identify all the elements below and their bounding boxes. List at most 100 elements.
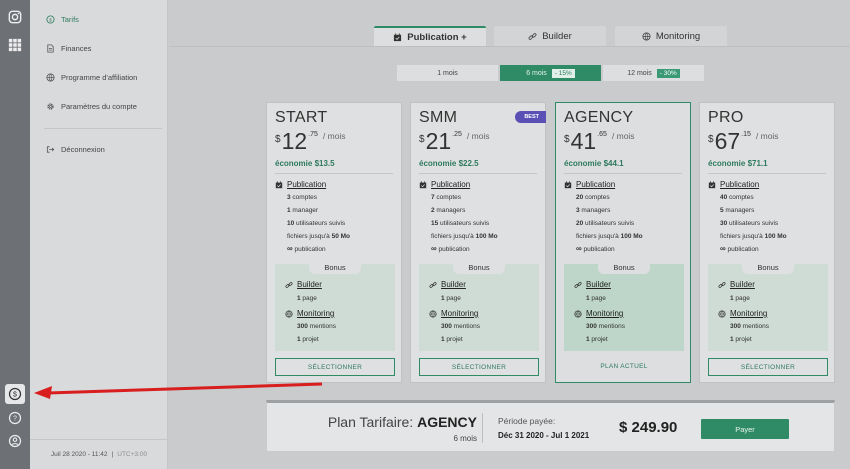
feature-text: publication xyxy=(292,246,326,253)
bonus-title: Bonus xyxy=(309,262,361,274)
period-label: 12 mois xyxy=(627,69,652,77)
globe-icon xyxy=(718,309,726,318)
tab-publication[interactable]: Publication + xyxy=(374,26,486,47)
feature-value: 1 xyxy=(441,295,445,302)
feature-value: 1 xyxy=(730,295,734,302)
feature-title: Publication xyxy=(576,180,616,189)
dollar-circle-icon[interactable]: $ xyxy=(5,384,25,404)
product-tabs: Publication + Builder Monitoring xyxy=(169,0,850,47)
calendar-icon xyxy=(394,33,402,42)
globe-icon xyxy=(285,309,293,318)
period-label: 6 mois xyxy=(526,69,547,77)
tab-builder[interactable]: Builder xyxy=(494,26,606,47)
feature-text: mentions xyxy=(740,323,770,330)
publication-heading: Publication xyxy=(708,180,759,189)
feature-text: publication xyxy=(581,246,615,253)
feature-value: 40 xyxy=(720,194,728,201)
plan-card-start: START $ 12 .75 / mois économie $13.5 Pub… xyxy=(266,102,402,383)
link-icon xyxy=(528,33,537,40)
feature-line: 300 mentions xyxy=(297,323,336,330)
card-divider xyxy=(275,173,393,174)
feature-line: 3 comptes xyxy=(287,194,317,201)
feature-title: Publication xyxy=(287,180,327,189)
feature-value: 2 xyxy=(431,207,435,214)
feature-value: 10 xyxy=(287,220,295,227)
feature-title: Builder xyxy=(730,280,755,289)
feature-line: ∞ publication xyxy=(287,245,326,254)
menu-item-affiliation[interactable]: Programme d'affiliation xyxy=(46,73,137,82)
menu-item-account-settings[interactable]: Paramètres du compte xyxy=(46,102,137,111)
feature-text: comptes xyxy=(583,194,610,201)
feature-value: 20 xyxy=(576,194,584,201)
price-currency: $ xyxy=(708,134,714,145)
feature-line: fichiers jusqu'à 100 Mo xyxy=(576,233,643,240)
builder-heading: Builder xyxy=(429,280,466,289)
menu-item-logout[interactable]: Déconnexion xyxy=(46,145,105,154)
select-plan-button[interactable]: SÉLECTIONNER xyxy=(419,358,539,376)
svg-text:$: $ xyxy=(49,17,52,22)
price-period: / mois xyxy=(322,131,346,141)
feature-text: fichiers jusqu'à xyxy=(287,233,332,240)
paid-period-label: Période payée: xyxy=(498,416,556,426)
monitoring-heading: Monitoring xyxy=(718,309,767,318)
card-divider xyxy=(708,173,826,174)
menu-item-label: Tarifs xyxy=(61,15,79,24)
feature-line: 1 projet xyxy=(441,336,463,343)
feature-line: 10 utilisateurs suivis xyxy=(287,220,345,227)
price-integer: 12 xyxy=(281,128,308,154)
card-divider xyxy=(564,173,682,174)
period-12-months[interactable]: 12 mois - 30% xyxy=(603,65,704,81)
svg-text:?: ? xyxy=(13,416,17,423)
feature-value: 3 xyxy=(576,207,580,214)
tab-monitoring[interactable]: Monitoring xyxy=(615,26,727,47)
pay-button[interactable]: Payer xyxy=(701,419,789,439)
feature-value: 1 xyxy=(586,295,590,302)
feature-text: projet xyxy=(444,336,463,343)
feature-line: 1 page xyxy=(730,295,750,302)
user-icon[interactable] xyxy=(7,433,23,449)
feature-value: 100 Mo xyxy=(475,233,498,240)
feature-value: 300 xyxy=(297,323,308,330)
select-plan-button[interactable]: SÉLECTIONNER xyxy=(708,358,828,376)
summary-title-prefix: Plan Tarifaire: xyxy=(327,414,418,430)
plan-card-smm: SMM $ 21 .25 / mois économie $22.5 Publi… xyxy=(410,102,546,383)
feature-text: projet xyxy=(589,336,608,343)
feature-line: 1 page xyxy=(297,295,317,302)
plan-card-agency: AGENCY $ 41 .65 / mois économie $44.1 Pu… xyxy=(555,102,691,383)
menu-footer: Juil 28 2020 - 11:42 | UTC+3:00 xyxy=(30,439,168,469)
plan-price: $ 21 .25 / mois xyxy=(419,129,490,154)
price-decimals: .75 xyxy=(308,131,318,138)
price-currency: $ xyxy=(275,134,281,145)
monitoring-heading: Monitoring xyxy=(574,309,623,318)
period-6-months[interactable]: 6 mois - 15% xyxy=(500,65,601,81)
document-icon xyxy=(47,44,54,53)
globe-icon xyxy=(429,309,437,318)
menu-item-label: Finances xyxy=(61,44,92,53)
price-integer: 21 xyxy=(425,128,452,154)
period-1-month[interactable]: 1 mois xyxy=(397,65,498,81)
feature-text: comptes xyxy=(727,194,754,201)
plan-summary: Plan Tarifaire: AGENCY 6 mois Période pa… xyxy=(266,400,835,452)
help-icon[interactable]: ? xyxy=(7,410,23,426)
icon-rail: $ ? xyxy=(0,0,30,469)
price-period: / mois xyxy=(466,131,490,141)
logout-icon xyxy=(46,146,55,153)
menu-item-finances[interactable]: Finances xyxy=(46,44,91,53)
menu-item-tarifs[interactable]: $ Tarifs xyxy=(46,15,79,24)
instagram-icon[interactable] xyxy=(7,9,23,25)
feature-value: 15 xyxy=(431,220,439,227)
link-icon xyxy=(285,281,293,288)
feature-title: Publication xyxy=(720,180,760,189)
grid-icon[interactable] xyxy=(7,37,23,53)
gear-icon xyxy=(47,103,54,110)
feature-title: Builder xyxy=(441,280,466,289)
feature-value: 30 xyxy=(720,220,728,227)
tab-underline xyxy=(169,46,850,47)
feature-text: page xyxy=(733,295,750,302)
tab-label: Monitoring xyxy=(655,31,701,42)
tab-label: Builder xyxy=(542,31,572,42)
infinity-icon: ∞ xyxy=(576,244,582,253)
select-plan-button[interactable]: SÉLECTIONNER xyxy=(275,358,395,376)
feature-title: Builder xyxy=(297,280,322,289)
feature-title: Publication xyxy=(431,180,471,189)
